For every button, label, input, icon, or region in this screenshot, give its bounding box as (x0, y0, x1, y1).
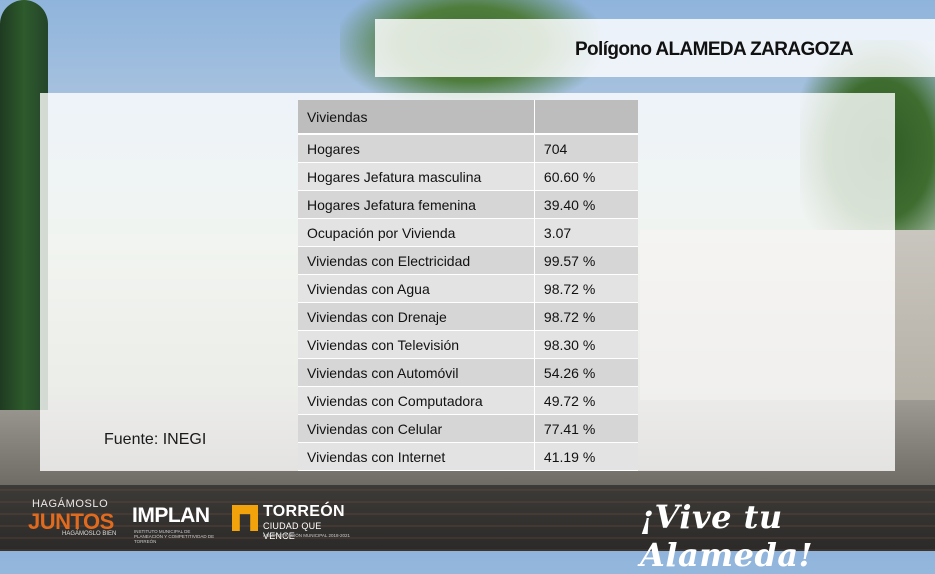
table-row: Viviendas con Celular 77.41 % (298, 414, 638, 443)
row-label: Ocupación por Vivienda (298, 218, 535, 247)
row-label: Viviendas con Drenaje (298, 302, 535, 331)
table-row: Viviendas con Televisión 98.30 % (298, 330, 638, 359)
row-value: 54.26 % (533, 358, 638, 387)
table-row: Hogares Jefatura masculina 60.60 % (298, 162, 638, 191)
page-title: Polígono ALAMEDA ZARAGOZA (574, 39, 854, 60)
torreon-tagline: CIUDAD QUE VENCE (263, 521, 322, 541)
row-label: Viviendas con Celular (298, 414, 535, 443)
torreon-logo: TORREÓN CIUDAD QUE VENCE ADMINISTRACIÓN … (232, 503, 352, 543)
table-row: Viviendas con Internet 41.19 % (298, 442, 638, 471)
logo-line: HAGÁMOSLO (32, 498, 109, 510)
torreon-admin: ADMINISTRACIÓN MUNICIPAL 2018-2021 (263, 533, 351, 538)
row-value: 98.72 % (533, 274, 638, 303)
row-label: Hogares (298, 134, 535, 163)
torreon-mark-icon (232, 505, 258, 531)
row-value: 98.72 % (533, 302, 638, 331)
row-value: 60.60 % (533, 162, 638, 191)
torreon-name: TORREÓN (263, 503, 345, 520)
row-value: 39.40 % (533, 190, 638, 219)
table-header-row: Viviendas (298, 100, 638, 135)
logo-line: JUNTOS (28, 509, 114, 534)
table-header-label: Viviendas (298, 100, 535, 135)
table-row: Viviendas con Drenaje 98.72 % (298, 302, 638, 331)
housing-data-table: Viviendas Hogares 704 Hogares Jefatura mas… (298, 100, 638, 471)
source-note: Fuente: INEGI (104, 431, 207, 448)
hagamoslo-juntos-logo: HAGÁMOSLO JUNTOS HAGÁMOSLO BIEN (28, 498, 123, 542)
row-value: 49.72 % (533, 386, 638, 415)
implan-name: IMPLAN (132, 504, 210, 527)
footer-band (0, 485, 935, 551)
logo-line: HAGÁMOSLO BIEN (62, 531, 117, 537)
brick-texture (0, 485, 935, 551)
row-value: 98.30 % (533, 330, 638, 359)
row-label: Viviendas con Automóvil (298, 358, 535, 387)
row-value: 41.19 % (533, 442, 638, 471)
row-label: Viviendas con Internet (298, 442, 535, 471)
table-row: Viviendas con Automóvil 54.26 % (298, 358, 638, 387)
row-value: 99.57 % (533, 246, 638, 275)
implan-logo: IMPLAN INSTITUTO MUNICIPAL DE PLANEACIÓN… (132, 504, 222, 544)
row-label: Hogares Jefatura masculina (298, 162, 535, 191)
row-label: Viviendas con Agua (298, 274, 535, 303)
title-banner (375, 19, 935, 77)
table-row: Ocupación por Vivienda 3.07 (298, 218, 638, 247)
table-row: Viviendas con Computadora 49.72 % (298, 386, 638, 415)
row-label: Viviendas con Televisión (298, 330, 535, 359)
table-header-value (533, 100, 638, 135)
row-label: Viviendas con Electricidad (298, 246, 535, 275)
slogan: ¡Vive tu Alameda! (640, 498, 814, 574)
table-row: Viviendas con Electricidad 99.57 % (298, 246, 638, 275)
row-label: Viviendas con Computadora (298, 386, 535, 415)
row-value: 3.07 (533, 218, 638, 247)
implan-subtitle: INSTITUTO MUNICIPAL DE PLANEACIÓN Y COMP… (134, 529, 215, 544)
row-value: 704 (533, 134, 638, 163)
row-value: 77.41 % (533, 414, 638, 443)
table-row: Viviendas con Agua 98.72 % (298, 274, 638, 303)
row-label: Hogares Jefatura femenina (298, 190, 535, 219)
table-row: Hogares Jefatura femenina 39.40 % (298, 190, 638, 219)
table-row: Hogares 704 (298, 134, 638, 163)
